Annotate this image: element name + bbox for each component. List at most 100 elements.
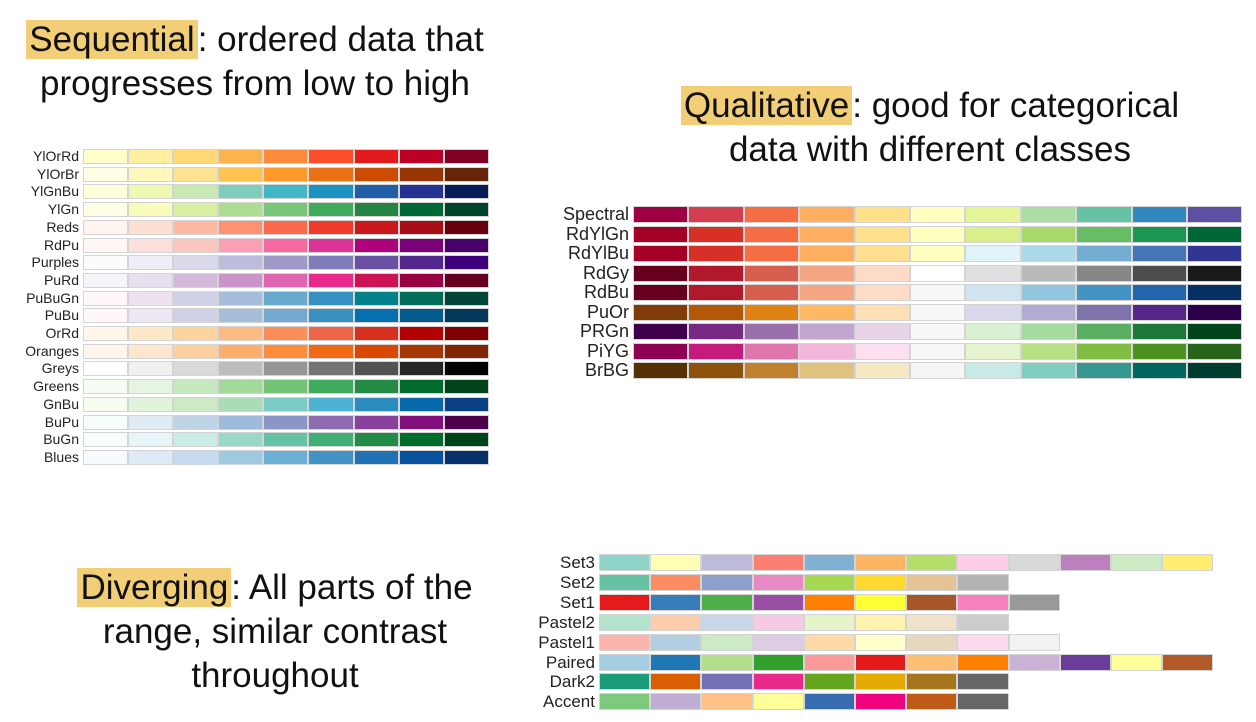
color-swatch <box>633 303 689 321</box>
color-swatch <box>965 245 1021 262</box>
color-swatch <box>128 432 174 448</box>
color-swatch <box>263 290 309 306</box>
color-swatch <box>263 326 309 341</box>
palette-swatches <box>83 361 489 377</box>
color-swatch <box>743 362 800 379</box>
palette-swatches <box>83 396 489 412</box>
color-swatch <box>799 225 855 243</box>
color-swatch <box>957 633 1009 651</box>
color-swatch <box>173 237 219 253</box>
color-swatch <box>1110 653 1163 671</box>
color-swatch <box>1186 206 1243 223</box>
color-swatch <box>1076 342 1132 360</box>
color-swatch <box>263 414 309 430</box>
color-swatch <box>1059 554 1111 571</box>
color-swatch <box>701 554 753 571</box>
color-swatch <box>398 432 444 448</box>
palette-label: PuBu <box>44 307 79 324</box>
palette-label: YlOrBr <box>37 165 79 182</box>
color-swatch <box>799 206 855 223</box>
color-swatch <box>218 379 264 395</box>
color-swatch <box>83 202 129 218</box>
color-swatch <box>909 264 966 282</box>
color-swatch <box>1186 323 1243 340</box>
palette-swatches <box>599 653 1214 671</box>
color-swatch <box>173 343 219 359</box>
color-swatch <box>308 184 354 200</box>
color-swatch <box>803 673 855 691</box>
color-swatch <box>752 693 804 711</box>
palette-swatches <box>633 245 1243 262</box>
color-swatch <box>128 379 174 395</box>
color-swatch <box>906 593 958 611</box>
color-swatch <box>173 219 219 235</box>
color-swatch <box>308 326 354 341</box>
palette-label: BuGn <box>43 431 79 448</box>
color-swatch <box>353 166 399 182</box>
color-swatch <box>83 361 129 377</box>
color-swatch <box>1131 284 1187 301</box>
color-swatch <box>443 361 489 377</box>
color-swatch <box>957 593 1009 611</box>
color-swatch <box>398 219 444 235</box>
color-swatch <box>752 613 804 631</box>
palette-label: BrBG <box>584 360 629 380</box>
palette-label: Greens <box>33 378 79 395</box>
color-swatch <box>128 308 174 324</box>
color-swatch <box>965 206 1021 223</box>
color-swatch <box>308 432 354 448</box>
color-swatch <box>1059 653 1111 671</box>
palette-label: PuBuGn <box>26 289 79 306</box>
color-swatch <box>854 362 910 379</box>
color-swatch <box>688 323 744 340</box>
color-swatch <box>854 554 907 571</box>
color-swatch <box>1131 206 1187 223</box>
palette-swatches <box>633 225 1243 243</box>
color-swatch <box>398 166 444 182</box>
color-swatch <box>443 396 489 412</box>
color-swatch <box>1162 653 1214 671</box>
palette-label: PuOr <box>586 301 629 322</box>
palette-swatches <box>599 573 1009 591</box>
palette-label: Purples <box>31 254 79 271</box>
color-swatch <box>752 673 804 691</box>
color-swatch <box>443 184 489 200</box>
color-swatch <box>218 308 264 324</box>
color-swatch <box>799 303 855 321</box>
color-swatch <box>854 613 907 631</box>
color-swatch <box>398 379 444 395</box>
color-swatch <box>308 361 354 377</box>
palette-label: RdYlGn <box>565 223 629 244</box>
color-swatch <box>633 264 689 282</box>
color-swatch <box>1186 362 1243 379</box>
color-swatch <box>743 342 800 360</box>
color-swatch <box>599 653 651 671</box>
color-swatch <box>218 272 264 288</box>
palette-swatches <box>83 184 489 200</box>
color-swatch <box>353 414 399 430</box>
color-swatch <box>263 361 309 377</box>
palette-label: Set1 <box>560 592 595 612</box>
color-swatch <box>1076 284 1132 301</box>
color-swatch <box>263 379 309 395</box>
color-swatch <box>854 284 910 301</box>
color-swatch <box>965 342 1021 360</box>
color-swatch <box>688 362 744 379</box>
color-swatch <box>650 593 702 611</box>
color-swatch <box>957 693 1009 711</box>
color-swatch <box>633 225 689 243</box>
color-swatch <box>1008 653 1060 671</box>
color-swatch <box>83 326 129 341</box>
color-swatch <box>263 308 309 324</box>
color-swatch <box>308 290 354 306</box>
color-swatch <box>1020 303 1077 321</box>
diverging-caption-line2: range, similar contrast <box>102 612 448 651</box>
palette-label: Reds <box>46 218 79 235</box>
color-swatch <box>83 396 129 412</box>
color-swatch <box>803 633 855 651</box>
color-swatch <box>965 362 1021 379</box>
color-swatch <box>1020 245 1077 262</box>
color-swatch <box>173 361 219 377</box>
color-swatch <box>83 432 129 448</box>
color-swatch <box>633 362 689 379</box>
